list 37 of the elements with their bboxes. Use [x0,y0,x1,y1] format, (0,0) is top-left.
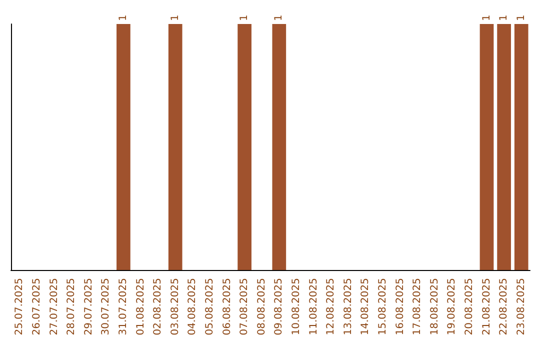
data-label: 1 [498,14,510,21]
data-label: 1 [481,14,492,21]
x-tick-label: 18.08.2025 [429,278,440,336]
x-tick-label: 03.08.2025 [170,278,181,336]
x-tick-label: 27.07.2025 [48,278,60,336]
x-tick-label: 28.07.2025 [66,278,78,336]
x-tick-label: 29.07.2025 [83,278,94,336]
x-tick-label: 10.08.2025 [290,278,302,336]
x-tick-label: 13.08.2025 [342,278,354,336]
x-tick-label: 26.07.2025 [31,278,42,336]
x-tick-label: 02.08.2025 [152,278,164,336]
x-tick-label: 14.08.2025 [360,278,372,336]
x-tick-label: 12.08.2025 [326,278,337,336]
data-label: 1 [516,14,527,21]
x-tick-label: 15.08.2025 [377,278,388,336]
x-tick-label: 04.08.2025 [187,278,198,336]
x-tick-label: 01.08.2025 [135,278,146,336]
x-tick-label: 09.08.2025 [274,278,285,336]
x-tick-label: 11.08.2025 [308,278,320,336]
x-tick-label: 21.08.2025 [481,278,492,336]
x-tick-label: 05.08.2025 [204,278,216,336]
x-tick-label: 20.08.2025 [464,278,475,336]
data-label: 1 [118,14,129,21]
x-tick-label: 06.08.2025 [222,278,233,336]
data-label: 1 [239,14,250,21]
x-tick-label: 07.08.2025 [239,278,250,336]
x-tick-label: 30.07.2025 [100,278,112,336]
x-tick-label: 19.08.2025 [446,278,458,336]
x-tick-label: 22.08.2025 [498,278,510,336]
x-tick-label: 31.07.2025 [118,278,129,336]
data-label: 1 [274,14,285,21]
x-tick-label: 17.08.2025 [412,278,424,336]
x-tick-label: 16.08.2025 [394,278,406,336]
x-tick-label: 23.08.2025 [516,278,527,336]
data-label: 1 [170,14,181,21]
x-tick-label: 08.08.2025 [256,278,268,336]
x-tick-label: 25.07.2025 [14,278,26,336]
